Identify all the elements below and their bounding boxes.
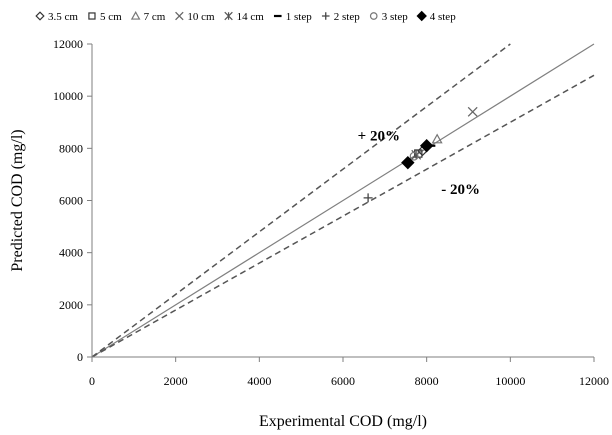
legend-item-1-step: 1 step	[273, 11, 312, 23]
y-tick-label: 6000	[59, 194, 83, 208]
data-point	[409, 151, 419, 161]
legend-marker	[416, 10, 427, 22]
legend-item-14-cm: 14 cm	[224, 11, 265, 23]
series-3-step	[409, 151, 419, 161]
legend-item-4-step: 4 step	[416, 10, 456, 23]
x-tick-label: 4000	[247, 374, 271, 388]
legend-item-5-cm: 5 cm	[88, 11, 122, 23]
series-2-step	[363, 193, 373, 203]
data-point	[431, 133, 443, 144]
x-tick-label: 6000	[331, 374, 355, 388]
legend-marker	[130, 10, 141, 20]
legend-item-2-step: 2 step	[321, 11, 360, 23]
data-point	[401, 155, 415, 170]
y-tick-label: 4000	[59, 246, 83, 260]
series-7-cm	[431, 133, 443, 144]
band-annotation: + 20%	[358, 129, 400, 145]
x-tick-label: 8000	[415, 374, 439, 388]
legend-label: 14 cm	[237, 11, 265, 23]
legend-item-3-5-cm: 3.5 cm	[35, 11, 78, 23]
legend-marker	[321, 12, 330, 20]
legend-item-7-cm: 7 cm	[130, 10, 166, 23]
legend-label: 5 cm	[100, 11, 122, 23]
legend-marker	[224, 11, 233, 21]
legend: 3.5 cm 5 cm 7 cm 10 cm 14 cm 1 step 2 step 3 st…	[35, 10, 456, 23]
y-tick-label: 0	[77, 350, 83, 364]
legend-label: 2 step	[334, 11, 360, 23]
y-tick-label: 10000	[53, 89, 83, 103]
x-axis-title: Experimental COD (mg/l)	[259, 413, 427, 430]
reference-line-1to1	[91, 43, 595, 358]
x-tick-label: 12000	[579, 374, 609, 388]
y-axis-title: Predicted COD (mg/l)	[9, 129, 26, 271]
legend-item-3-step: 3 step	[369, 11, 408, 23]
legend-marker	[35, 11, 45, 21]
y-tick-label: 12000	[53, 37, 83, 51]
x-tick-label: 2000	[164, 374, 188, 388]
legend-label: 3.5 cm	[48, 11, 78, 23]
series-4-step	[401, 139, 434, 170]
data-point	[419, 139, 434, 153]
annotations: + 20% - 20%	[358, 129, 480, 198]
series-10-cm	[467, 106, 478, 117]
legend-item-10-cm: 10 cm	[175, 11, 215, 23]
x-ticks: 0 2000 4000 6000 8000 10000 12000	[89, 357, 609, 388]
x-tick-label: 10000	[495, 374, 525, 388]
legend-marker	[369, 12, 378, 20]
legend-marker	[88, 12, 96, 20]
legend-label: 4 step	[430, 11, 456, 23]
reference-lines	[91, 43, 595, 358]
data-point	[363, 193, 373, 203]
legend-marker	[175, 11, 184, 21]
band-annotation: - 20%	[441, 182, 480, 198]
y-tick-label: 2000	[59, 298, 83, 312]
legend-label: 10 cm	[187, 11, 215, 23]
data-points	[363, 106, 478, 203]
legend-label: 7 cm	[144, 11, 166, 23]
reference-line-bound	[91, 74, 595, 358]
x-tick-label: 0	[89, 374, 95, 388]
legend-label: 1 step	[286, 11, 312, 23]
reference-line-bound	[91, 43, 511, 358]
legend-label: 3 step	[382, 11, 408, 23]
y-ticks: 0 2000 4000 6000 8000 10000 12000	[53, 37, 92, 364]
data-point	[467, 106, 478, 117]
data-point	[411, 149, 422, 160]
series-14-cm	[411, 149, 422, 160]
y-tick-label: 8000	[59, 141, 83, 155]
